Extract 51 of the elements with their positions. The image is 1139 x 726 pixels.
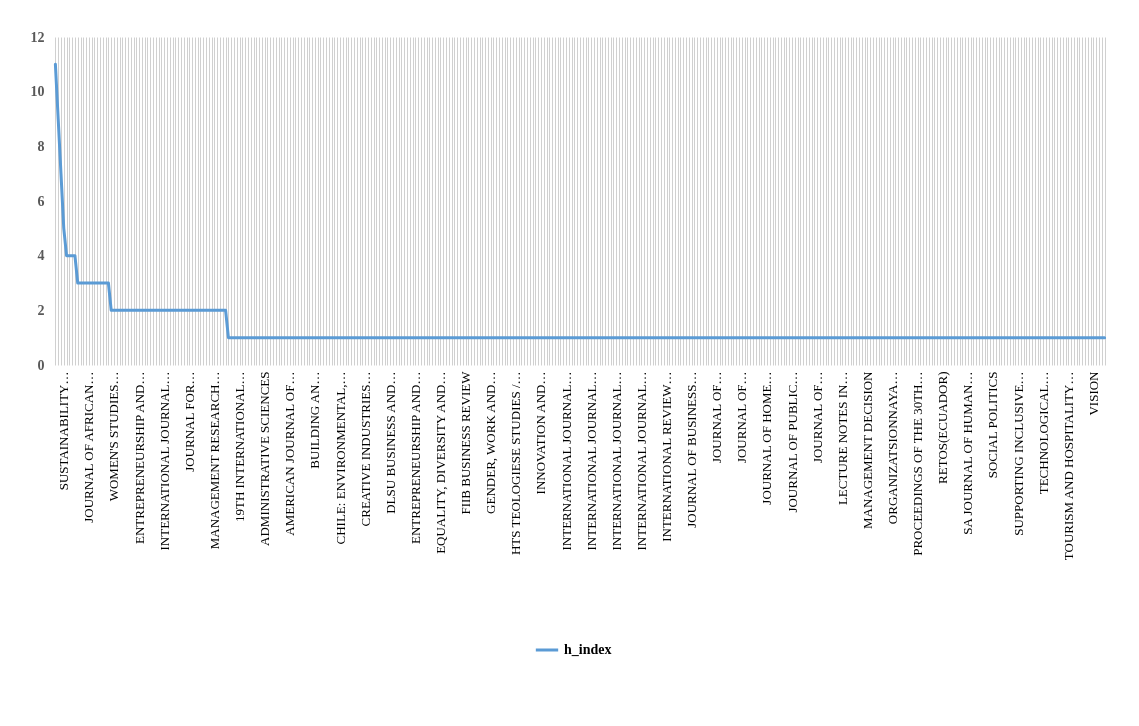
x-tick-label: SOCIAL POLITICS xyxy=(985,371,1001,479)
x-tick-label: JOURNAL OF PUBLIC… xyxy=(784,371,800,513)
x-tick-label: ADMINISTRATIVE SCIENCES xyxy=(257,371,273,546)
y-tick-label: 0 xyxy=(37,357,45,373)
x-tick-label: EQUALITY, DIVERSITY AND… xyxy=(432,371,448,554)
x-tick-label: SA JOURNAL OF HUMAN… xyxy=(960,371,976,535)
x-tick-label: LECTURE NOTES IN… xyxy=(834,371,850,506)
legend-label: h_index xyxy=(564,642,612,657)
x-tick-label: MANAGEMENT DECISION xyxy=(859,370,875,530)
x-tick-label: RETOS(ECUADOR) xyxy=(935,371,951,484)
x-tick-label: INTERNATIONAL JOURNAL… xyxy=(608,371,624,551)
x-tick-label: JOURNAL OF… xyxy=(734,371,750,464)
x-tick-label: PROCEEDINGS OF THE 30TH… xyxy=(910,371,926,556)
y-tick-label: 6 xyxy=(37,193,45,209)
x-tick-label: CHILE: ENVIRONMENTAL,… xyxy=(332,371,348,545)
x-tick-label: TOURISM AND HOSPITALITY… xyxy=(1060,371,1076,561)
x-tick-label: INTERNATIONAL JOURNAL… xyxy=(558,371,574,551)
x-tick-label: ENTREPRENEURSHIP AND… xyxy=(131,371,147,545)
x-tick-label: HTS TEOLOGIESE STUDIES /… xyxy=(508,371,524,556)
x-tick-label: FIIB BUSINESS REVIEW xyxy=(458,370,474,515)
x-tick-label: ORGANIZATSIONNAYA… xyxy=(885,371,901,525)
x-tick-label: CREATIVE INDUSTRIES… xyxy=(357,371,373,527)
x-tick-label: ENTREPRENEURSHIP AND… xyxy=(407,371,423,545)
x-tick-label: INTERNATIONAL JOURNAL… xyxy=(633,371,649,551)
x-tick-label: JOURNAL OF AFRICAN… xyxy=(81,371,97,523)
y-tick-label: 4 xyxy=(37,248,45,264)
x-tick-label: GENDER, WORK AND… xyxy=(483,371,499,514)
x-tick-label: AMERICAN JOURNAL OF… xyxy=(282,371,298,536)
x-tick-label: 19TH INTERNATIONAL… xyxy=(232,371,248,523)
x-tick-label: INTERNATIONAL JOURNAL… xyxy=(583,371,599,551)
x-tick-label: MANAGEMENT RESEARCH… xyxy=(206,371,222,550)
x-tick-label: JOURNAL OF… xyxy=(709,371,725,464)
x-tick-label: INTERNATIONAL REVIEW… xyxy=(659,371,674,542)
x-tick-label: WOMEN'S STUDIES… xyxy=(106,371,122,502)
x-tick-label: DLSU BUSINESS AND… xyxy=(382,371,398,514)
x-tick-label: JOURNAL OF BUSINESS… xyxy=(684,371,700,528)
y-tick-label: 2 xyxy=(37,302,45,318)
x-tick-label: VISION xyxy=(1085,370,1101,416)
x-tick-label: JOURNAL FOR… xyxy=(181,371,197,472)
x-tick-label: INTERNATIONAL JOURNAL… xyxy=(156,371,172,551)
x-tick-label: TECHNOLOGICAL… xyxy=(1035,371,1051,495)
y-tick-label: 8 xyxy=(37,138,45,154)
x-tick-label: BUILDING AN… xyxy=(307,371,323,469)
y-tick-label: 12 xyxy=(30,29,45,45)
line-series xyxy=(53,62,1107,340)
y-tick-label: 10 xyxy=(30,84,45,100)
x-tick-label: JOURNAL OF… xyxy=(809,371,825,464)
x-tick-label: INNOVATION AND… xyxy=(533,371,549,495)
x-tick-label: SUSTAINABILITY… xyxy=(56,371,72,491)
x-tick-label: JOURNAL OF HOME… xyxy=(759,371,775,505)
x-tick-label: SUPPORTING INCLUSIVE… xyxy=(1010,371,1026,536)
